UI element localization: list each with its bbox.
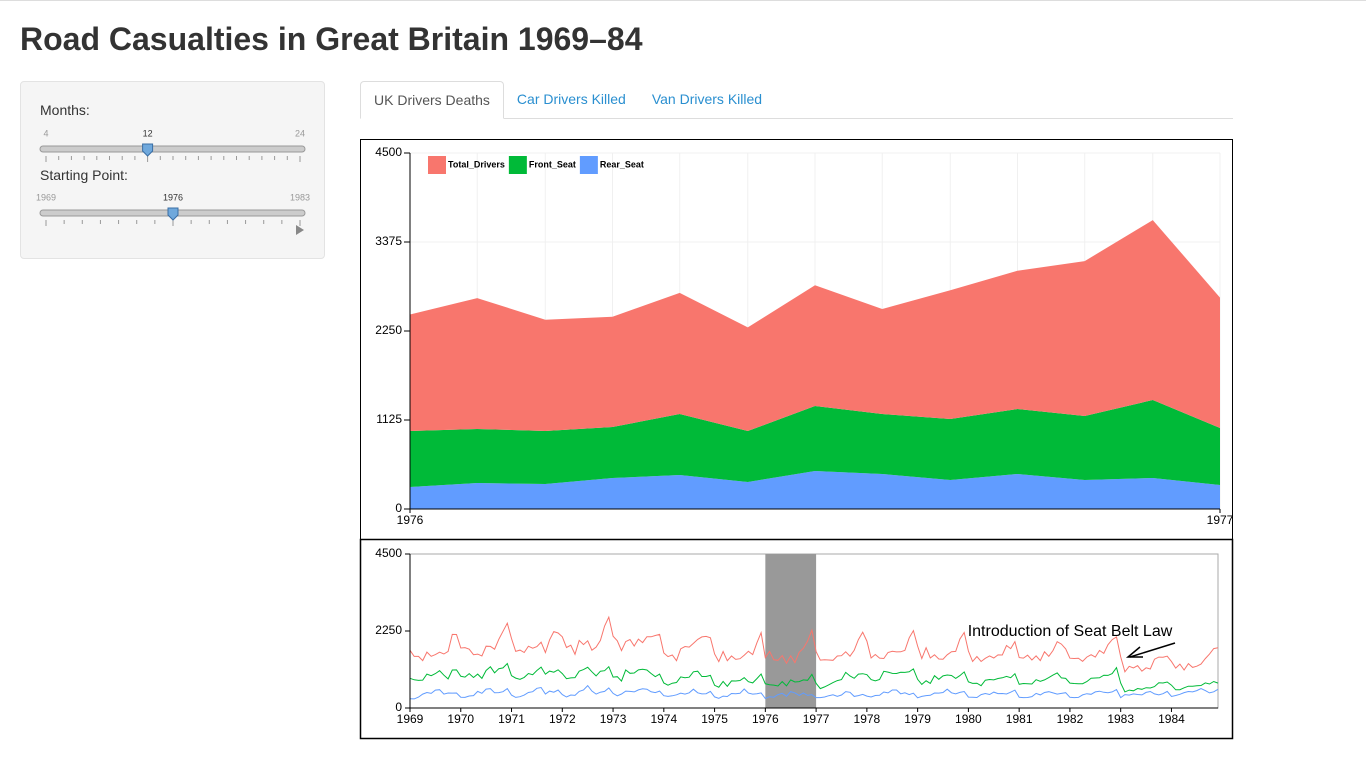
y-tick-label: 2250	[375, 323, 402, 337]
x-tick-label: 1979	[904, 712, 931, 726]
x-tick-label: 1976	[752, 712, 779, 726]
legend-label: Rear_Seat	[600, 159, 644, 169]
x-tick-label: 1972	[549, 712, 576, 726]
x-tick-label: 1983	[1107, 712, 1134, 726]
y-tick-label: 4500	[375, 546, 402, 560]
range-brush	[765, 554, 817, 708]
plot-frame	[409, 553, 1219, 709]
chart-frame	[359, 538, 1234, 740]
x-tick-label: 1984	[1158, 712, 1185, 726]
y-tick-label: 4500	[375, 145, 402, 159]
tab[interactable]: Car Drivers Killed	[516, 91, 626, 107]
sidebar-panel: Months: Starting Point:	[20, 81, 325, 259]
y-tick-label: 0	[395, 700, 402, 714]
x-tick-label: 1969	[397, 712, 424, 726]
x-tick-label: 1982	[1057, 712, 1084, 726]
line	[409, 684, 1219, 700]
x-tick-label: 1981	[1006, 712, 1033, 726]
tab[interactable]: UK Drivers Deaths	[360, 81, 504, 119]
annotation-arrowhead	[1125, 646, 1143, 658]
slider-label: Starting Point:	[40, 167, 128, 183]
y-tick-label: 1125	[376, 412, 402, 426]
annotation-arrow	[1129, 642, 1176, 658]
x-tick-label: 1976	[397, 513, 424, 527]
y-tick-label: 0	[395, 501, 402, 515]
legend-swatch	[508, 156, 527, 174]
y-tick-label: 3375	[375, 234, 402, 248]
tab-bar: UK Drivers Deaths Car Drivers Killed Van…	[360, 81, 1233, 119]
y-tick-label: 2250	[375, 623, 402, 637]
x-tick-label: 1971	[498, 712, 525, 726]
x-tick-label: 1977	[803, 712, 830, 726]
legend-label: Front_Seat	[529, 159, 576, 169]
area	[410, 471, 1220, 509]
chart-frame	[360, 139, 1233, 540]
x-tick-label: 1975	[701, 712, 728, 726]
x-tick-label: 1974	[650, 712, 677, 726]
legend-swatch	[579, 156, 598, 174]
x-tick-label: 1980	[955, 712, 982, 726]
line	[409, 615, 1219, 673]
x-tick-label: 1978	[854, 712, 881, 726]
line	[409, 662, 1219, 693]
page-title: Road Casualties in Great Britain 1969–84	[20, 21, 643, 57]
x-tick-label: 1973	[600, 712, 627, 726]
slider-label: Months:	[40, 102, 90, 118]
annotation: Introduction of Seat Belt Law	[968, 623, 1173, 640]
legend-swatch	[428, 156, 446, 174]
tab[interactable]: Van Drivers Killed	[651, 91, 763, 107]
area	[410, 400, 1220, 487]
x-tick-label: 1970	[447, 712, 474, 726]
legend-label: Total_Drivers	[448, 159, 505, 169]
x-tick-label: 1977	[1207, 513, 1234, 527]
area	[410, 220, 1220, 431]
